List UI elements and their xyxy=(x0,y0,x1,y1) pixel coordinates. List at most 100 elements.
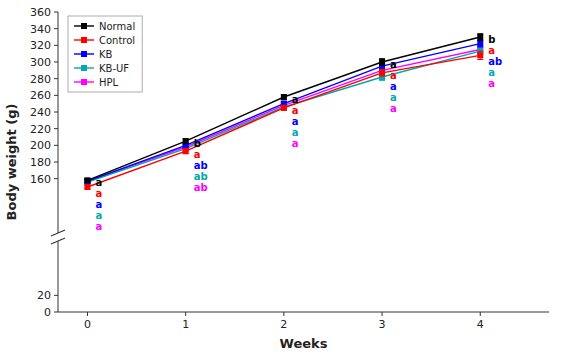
annotations: aaaaabaabababaaaaaaaaaabaabaa xyxy=(95,34,502,232)
x-tick-label: 1 xyxy=(182,318,189,331)
annotation: a xyxy=(95,188,102,199)
annotation: b xyxy=(194,138,201,149)
series-line xyxy=(87,44,480,182)
y-tick xyxy=(54,145,58,146)
y-tick xyxy=(54,78,58,79)
annotation: a xyxy=(95,199,102,210)
annotation: a xyxy=(390,59,397,70)
y-tick-label: 280 xyxy=(30,73,51,86)
series-line xyxy=(87,50,480,182)
x-tick-label: 4 xyxy=(477,318,484,331)
series xyxy=(84,51,483,190)
annotation: a xyxy=(390,103,397,114)
legend-label: KB xyxy=(99,49,113,60)
annotation: a xyxy=(95,210,102,221)
y-tick xyxy=(54,45,58,46)
y-tick xyxy=(54,62,58,63)
y-tick-label: 260 xyxy=(30,89,51,102)
legend-marker xyxy=(81,51,87,57)
error-bar xyxy=(477,34,483,41)
x-tick xyxy=(480,312,481,316)
x-axis-label: Weeks xyxy=(280,336,328,351)
y-axis-label: Body weight (g) xyxy=(4,104,19,221)
point xyxy=(477,52,483,58)
y-tick xyxy=(54,295,58,296)
annotation: a xyxy=(292,94,299,105)
y-tick-label: 0 xyxy=(44,306,51,319)
error-bar xyxy=(281,95,287,100)
series xyxy=(84,48,483,185)
legend-label: Control xyxy=(99,35,135,46)
axis-break xyxy=(51,230,65,244)
point xyxy=(84,178,90,184)
y-tick-label: 340 xyxy=(30,23,51,36)
annotation: a xyxy=(488,67,495,78)
point xyxy=(84,178,90,184)
annotation: a xyxy=(390,70,397,81)
annotation: a xyxy=(194,149,201,160)
chart: 0123402016018020022024026028030032034036… xyxy=(0,0,567,358)
data xyxy=(84,34,483,190)
error-bar xyxy=(379,70,385,77)
y-tick-label: 240 xyxy=(30,106,51,119)
y-tick xyxy=(54,162,58,163)
x-tick-label: 3 xyxy=(379,318,386,331)
error-bar xyxy=(183,149,189,154)
y-tick xyxy=(54,312,58,313)
x-tick-label: 0 xyxy=(84,318,91,331)
axis-break-mark xyxy=(51,230,65,236)
y-tick xyxy=(54,28,58,29)
point xyxy=(379,59,385,65)
annotation: ab xyxy=(194,160,208,171)
y-tick xyxy=(54,12,58,13)
series-line xyxy=(87,37,480,180)
error-bar xyxy=(183,139,189,144)
y-tick xyxy=(54,95,58,96)
y-tick-label: 360 xyxy=(30,6,51,19)
error-bar xyxy=(379,59,385,66)
axes: 0123402016018020022024026028030032034036… xyxy=(30,6,549,331)
point xyxy=(281,94,287,100)
legend-marker xyxy=(81,23,87,29)
error-bar xyxy=(477,40,483,47)
y-tick-label: 160 xyxy=(30,173,51,186)
annotation: ab xyxy=(194,182,208,193)
point xyxy=(477,41,483,47)
point xyxy=(84,177,90,183)
series xyxy=(84,40,483,184)
error-bar xyxy=(281,105,287,110)
y-tick-label: 180 xyxy=(30,156,51,169)
y-tick xyxy=(54,112,58,113)
legend: NormalControlKBKB-UFHPL xyxy=(68,16,142,92)
annotation: a xyxy=(292,127,299,138)
annotation: a xyxy=(488,78,495,89)
annotation: ab xyxy=(194,171,208,182)
legend-marker xyxy=(81,65,87,71)
legend-label: Normal xyxy=(99,21,135,32)
x-tick xyxy=(185,312,186,316)
y-tick-label: 220 xyxy=(30,123,51,136)
legend-label: HPL xyxy=(99,77,119,88)
y-tick xyxy=(54,178,58,179)
y-tick-label: 320 xyxy=(30,39,51,52)
y-tick-label: 20 xyxy=(37,289,51,302)
annotation: a xyxy=(95,177,102,188)
series-line xyxy=(87,51,480,182)
legend-marker xyxy=(81,79,87,85)
error-bar-cap xyxy=(477,59,483,60)
x-axis-line xyxy=(58,312,549,313)
x-tick xyxy=(87,312,88,316)
annotation: a xyxy=(292,105,299,116)
series xyxy=(84,46,483,184)
y-tick-label: 200 xyxy=(30,139,51,152)
error-bar-cap xyxy=(477,51,483,52)
annotation: a xyxy=(292,138,299,149)
annotation: a xyxy=(390,92,397,103)
annotation: ab xyxy=(488,56,502,67)
point xyxy=(281,104,287,110)
annotation: a xyxy=(292,116,299,127)
annotation: b xyxy=(488,34,495,45)
point xyxy=(281,105,287,111)
annotation: a xyxy=(95,221,102,232)
annotation: a xyxy=(390,81,397,92)
